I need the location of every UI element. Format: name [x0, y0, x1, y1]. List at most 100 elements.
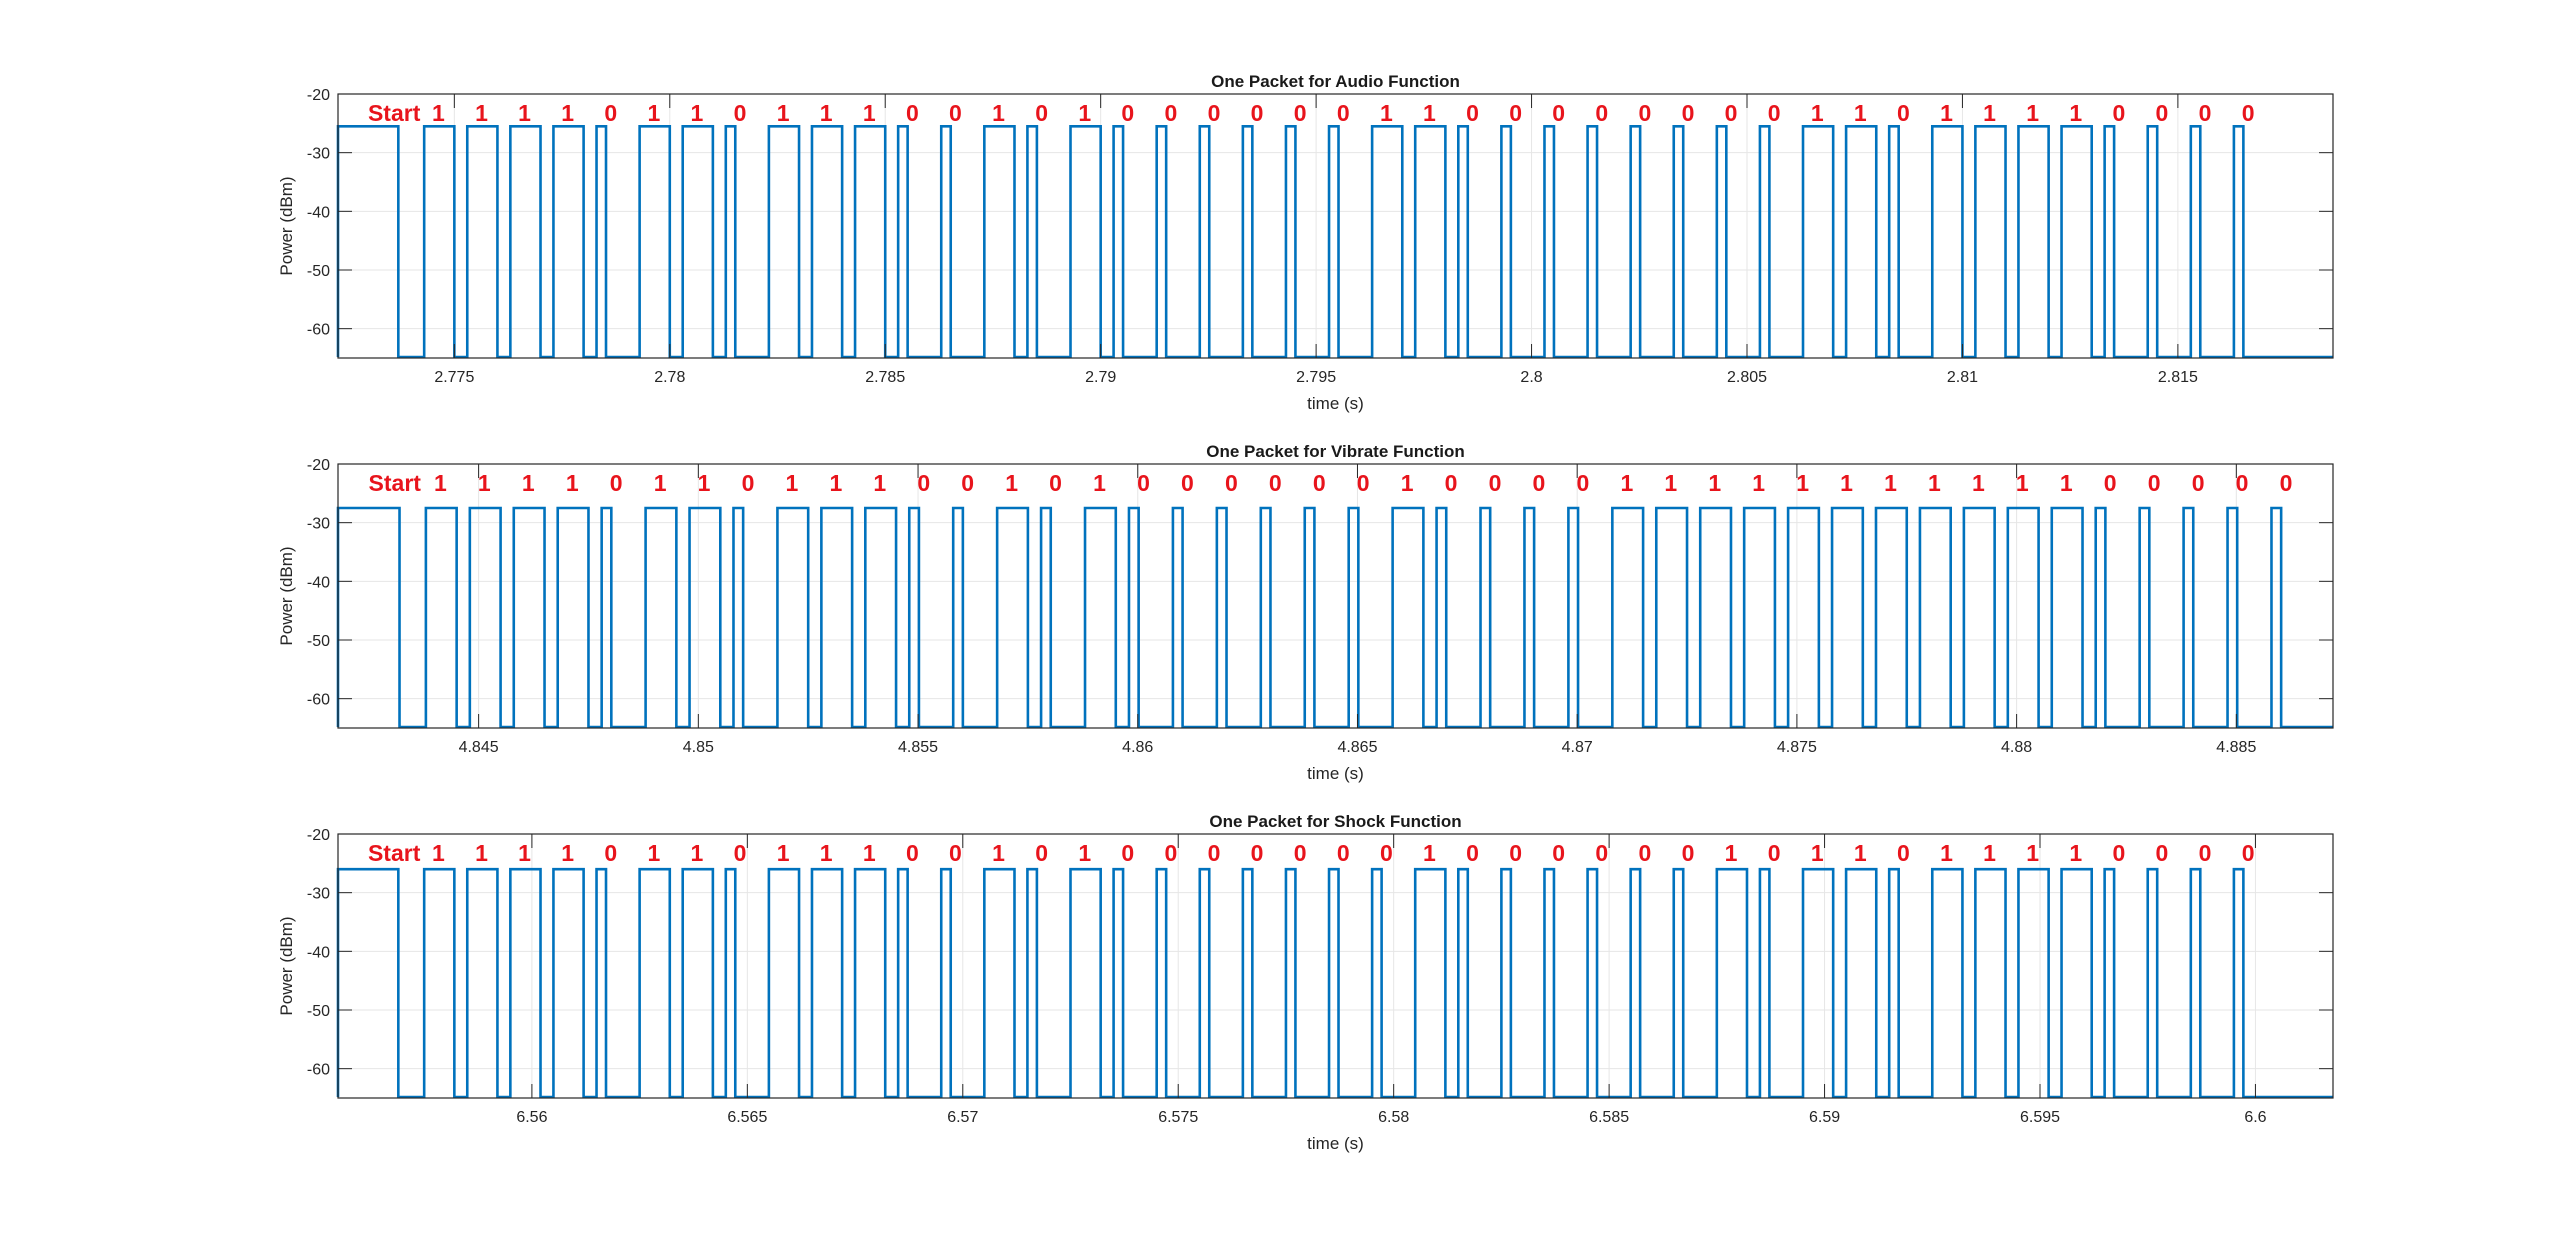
bit-label: 1 — [522, 470, 535, 496]
bit-label: 1 — [1854, 100, 1867, 126]
y-tick-label: -60 — [307, 322, 330, 339]
bit-label: 0 — [1181, 470, 1194, 496]
bit-label: 0 — [2242, 100, 2255, 126]
bit-label: 0 — [1682, 840, 1695, 866]
start-label: Start — [368, 100, 421, 126]
bit-label: 0 — [2112, 100, 2125, 126]
bit-label: 1 — [647, 100, 660, 126]
bit-label: 0 — [917, 470, 930, 496]
bit-label: 1 — [820, 840, 833, 866]
x-axis-label: time (s) — [1307, 394, 1364, 413]
bit-label: 0 — [1035, 100, 1048, 126]
y-tick-label: -40 — [307, 574, 330, 591]
bit-label: 1 — [1940, 100, 1953, 126]
bit-label: 0 — [1682, 100, 1695, 126]
bit-label: 0 — [2156, 840, 2169, 866]
bit-label: 1 — [1811, 100, 1824, 126]
bit-label: 0 — [734, 840, 747, 866]
plot-area — [338, 464, 2333, 728]
bit-label: 0 — [1294, 840, 1307, 866]
bit-label: 1 — [475, 100, 488, 126]
bit-label: 1 — [1940, 840, 1953, 866]
bit-label: 1 — [873, 470, 886, 496]
bit-label: 0 — [2199, 840, 2212, 866]
bit-label: 0 — [1638, 840, 1651, 866]
bit-label: 1 — [820, 100, 833, 126]
bit-label: 1 — [1752, 470, 1765, 496]
x-tick-label: 4.85 — [683, 739, 714, 756]
bit-label: 1 — [432, 840, 445, 866]
bit-label: 1 — [1423, 100, 1436, 126]
bit-label: 0 — [1638, 100, 1651, 126]
x-tick-label: 2.795 — [1296, 369, 1336, 386]
bit-label: 0 — [742, 470, 755, 496]
bit-label: 0 — [1466, 100, 1479, 126]
x-tick-label: 4.87 — [1562, 739, 1593, 756]
bit-label: 1 — [2069, 100, 2082, 126]
bit-label: 1 — [518, 840, 531, 866]
y-axis-label: Power (dBm) — [277, 546, 296, 645]
x-tick-label: 6.6 — [2244, 1109, 2266, 1126]
bit-label: 0 — [906, 100, 919, 126]
y-tick-label: -30 — [307, 516, 330, 533]
x-tick-label: 6.56 — [516, 1109, 547, 1126]
bit-label: 1 — [777, 840, 790, 866]
y-axis-label: Power (dBm) — [277, 916, 296, 1015]
bit-label: 0 — [1035, 840, 1048, 866]
axes-box — [337, 463, 2334, 729]
bit-label: 0 — [1121, 840, 1134, 866]
x-axis-label: time (s) — [1307, 764, 1364, 783]
bit-label: 0 — [2242, 840, 2255, 866]
y-tick-label: -30 — [307, 146, 330, 163]
bit-label: 1 — [1840, 470, 1853, 496]
bit-label: 1 — [1972, 470, 1985, 496]
bit-label: 1 — [863, 840, 876, 866]
bit-label: 0 — [906, 840, 919, 866]
bit-label: 0 — [1768, 100, 1781, 126]
bit-label: 1 — [992, 840, 1005, 866]
bit-label: 0 — [1337, 100, 1350, 126]
bit-label: 1 — [1725, 840, 1738, 866]
bit-label: 0 — [604, 100, 617, 126]
bit-label: 1 — [432, 100, 445, 126]
y-tick-label: -60 — [307, 1062, 330, 1079]
bit-label: 1 — [1078, 840, 1091, 866]
bit-label: 0 — [1165, 100, 1178, 126]
bit-label: 1 — [1380, 100, 1393, 126]
bit-label: 0 — [1357, 470, 1370, 496]
bit-label: 0 — [2112, 840, 2125, 866]
subplot-1: Start 1 1 1 1 0 1 1 0 1 1 1 0 0 1 0 1 0 0 0 0 0 0 1 1 0 0 0 0 0 0 0 0 1 1 0… — [277, 72, 2334, 413]
bit-label: 0 — [1576, 470, 1589, 496]
bit-label: 0 — [1489, 470, 1502, 496]
x-tick-label: 4.875 — [1777, 739, 1817, 756]
bit-label: 0 — [604, 840, 617, 866]
x-tick-label: 4.855 — [898, 739, 938, 756]
x-tick-label: 2.79 — [1085, 369, 1116, 386]
signal-line — [336, 506, 2333, 729]
bit-label: 0 — [1595, 840, 1608, 866]
bit-label: 1 — [654, 470, 667, 496]
bit-label: 0 — [2156, 100, 2169, 126]
x-tick-label: 6.59 — [1809, 1109, 1840, 1126]
axes-box — [337, 93, 2334, 359]
bit-label: 0 — [1533, 470, 1546, 496]
bit-label: 0 — [1049, 470, 1062, 496]
y-tick-label: -40 — [307, 944, 330, 961]
x-tick-label: 4.885 — [2216, 739, 2256, 756]
x-tick-label: 6.565 — [727, 1109, 767, 1126]
bit-label: 1 — [561, 840, 574, 866]
bit-label: 0 — [949, 840, 962, 866]
bit-label: 1 — [1854, 840, 1867, 866]
bit-label: 1 — [518, 100, 531, 126]
bit-label: 0 — [2280, 470, 2293, 496]
bit-label: 1 — [561, 100, 574, 126]
bit-label: 1 — [786, 470, 799, 496]
x-tick-label: 4.845 — [459, 739, 499, 756]
bit-label: 1 — [1401, 470, 1414, 496]
bit-label: 1 — [698, 470, 711, 496]
bit-label: 1 — [566, 470, 579, 496]
bit-label: 1 — [1078, 100, 1091, 126]
x-tick-label: 4.865 — [1337, 739, 1377, 756]
signal-line — [336, 124, 2333, 359]
x-tick-label: 2.815 — [2158, 369, 2198, 386]
